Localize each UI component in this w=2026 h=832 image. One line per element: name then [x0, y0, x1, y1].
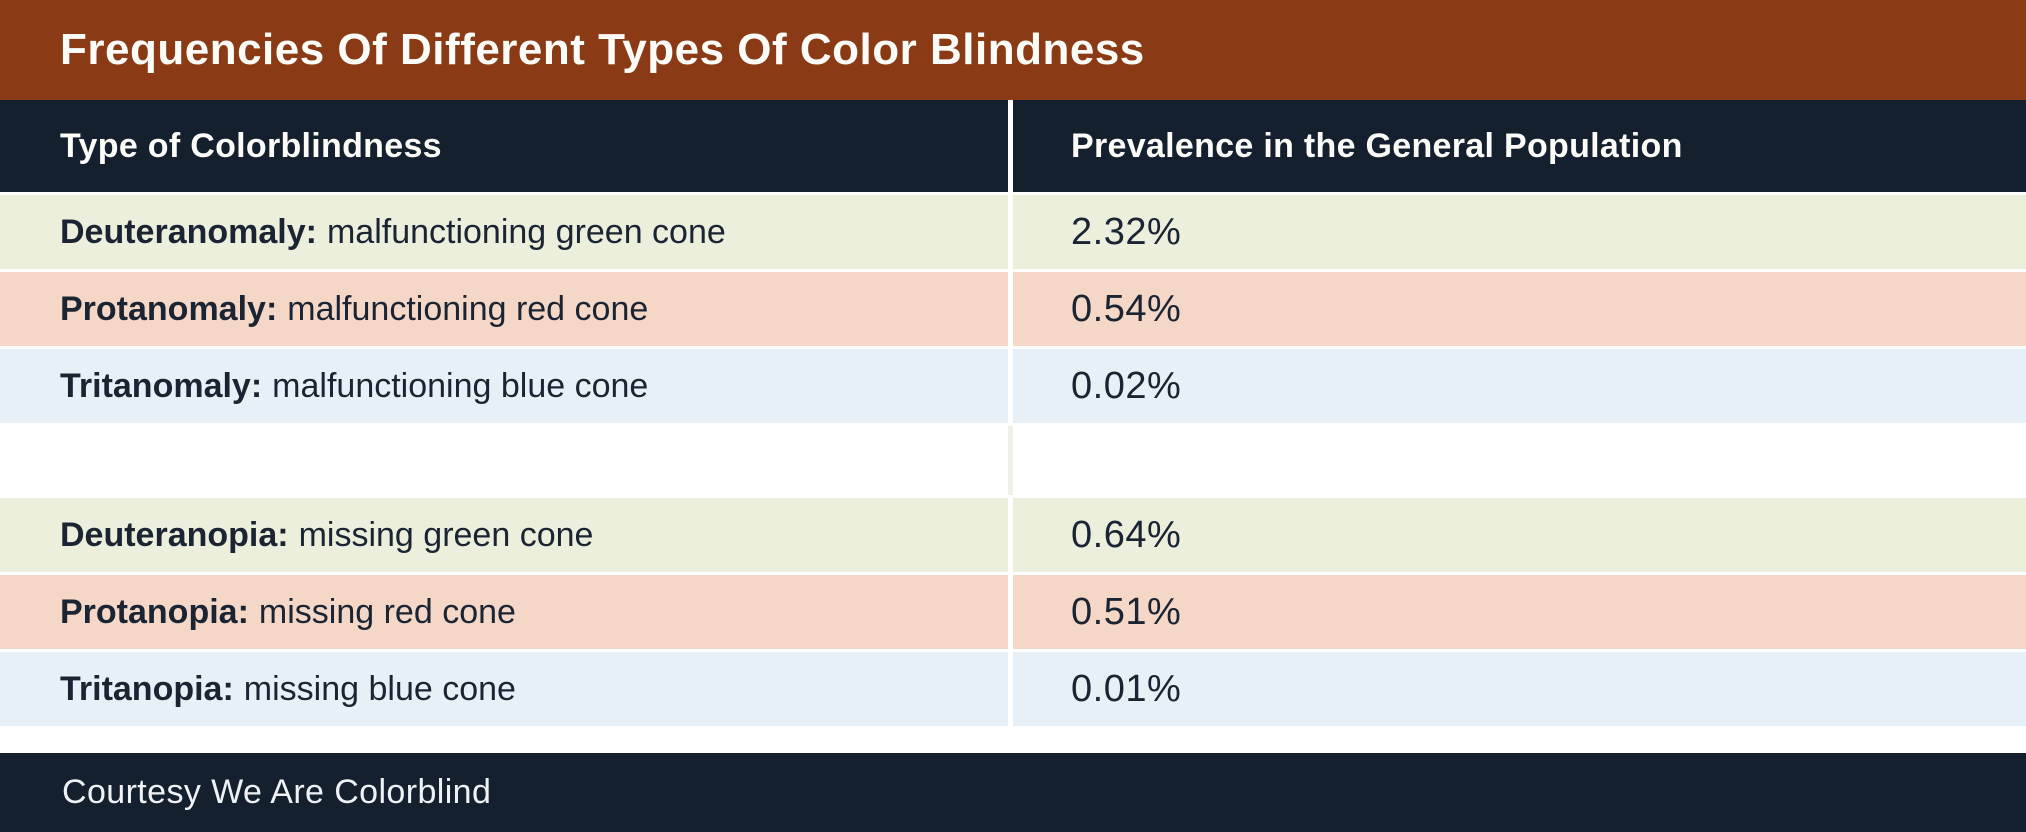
colorblindness-table: Type of Colorblindness Prevalence in the…: [0, 100, 2026, 753]
type-desc: missing red cone: [258, 592, 516, 631]
type-cell: Deuteranomaly: malfunctioning green cone: [0, 195, 1008, 269]
type-cell: Protanopia: missing red cone: [0, 575, 1008, 649]
column-divider: [1008, 426, 1013, 495]
column-divider: [1008, 195, 1013, 269]
table-row: Tritanopia: missing blue cone 0.01%: [0, 652, 2026, 729]
type-cell: Protanomaly: malfunctioning red cone: [0, 272, 1008, 346]
column-divider: [1008, 100, 1013, 192]
type-term: Deuteranopia:: [60, 515, 289, 554]
column-divider: [1008, 575, 1013, 649]
type-term: Protanopia:: [60, 592, 249, 631]
prevalence-cell: 0.54%: [1013, 272, 2026, 346]
type-desc: malfunctioning red cone: [287, 289, 649, 328]
table-row: Protanomaly: malfunctioning red cone 0.54…: [0, 272, 2026, 349]
prevalence-cell: 2.32%: [1013, 195, 2026, 269]
table-row: Deuteranopia: missing green cone 0.64%: [0, 498, 2026, 575]
type-desc: missing green cone: [298, 515, 594, 554]
title-bar: Frequencies Of Different Types Of Color …: [0, 0, 2026, 100]
type-desc: missing blue cone: [243, 669, 516, 708]
type-term: Tritanomaly:: [60, 366, 263, 405]
type-desc: malfunctioning blue cone: [272, 366, 649, 405]
type-term: Protanomaly:: [60, 289, 278, 328]
column-divider: [1008, 349, 1013, 423]
column-divider: [1008, 652, 1013, 726]
credit-text: Courtesy We Are Colorblind: [62, 773, 492, 811]
type-desc: malfunctioning green cone: [326, 212, 726, 251]
column-divider: [1008, 272, 1013, 346]
table-header-row: Type of Colorblindness Prevalence in the…: [0, 100, 2026, 195]
type-cell: Deuteranopia: missing green cone: [0, 498, 1008, 572]
spacer-row: [0, 426, 2026, 498]
table-row: Tritanomaly: malfunctioning blue cone 0.0…: [0, 349, 2026, 426]
footer-bar: Courtesy We Are Colorblind: [0, 753, 2026, 832]
prevalence-cell: 0.51%: [1013, 575, 2026, 649]
type-term: Deuteranomaly:: [60, 212, 317, 251]
table-row: Deuteranomaly: malfunctioning green cone …: [0, 195, 2026, 272]
prevalence-cell: 0.01%: [1013, 652, 2026, 726]
page-title: Frequencies Of Different Types Of Color …: [60, 25, 1145, 74]
column-header-prevalence: Prevalence in the General Population: [1071, 126, 1683, 165]
prevalence-cell: 0.64%: [1013, 498, 2026, 572]
prevalence-cell: 0.02%: [1013, 349, 2026, 423]
table-row: Protanopia: missing red cone 0.51%: [0, 575, 2026, 652]
type-cell: Tritanopia: missing blue cone: [0, 652, 1008, 726]
column-header-type: Type of Colorblindness: [60, 126, 442, 165]
type-cell: Tritanomaly: malfunctioning blue cone: [0, 349, 1008, 423]
column-divider: [1008, 498, 1013, 572]
type-term: Tritanopia:: [60, 669, 234, 708]
